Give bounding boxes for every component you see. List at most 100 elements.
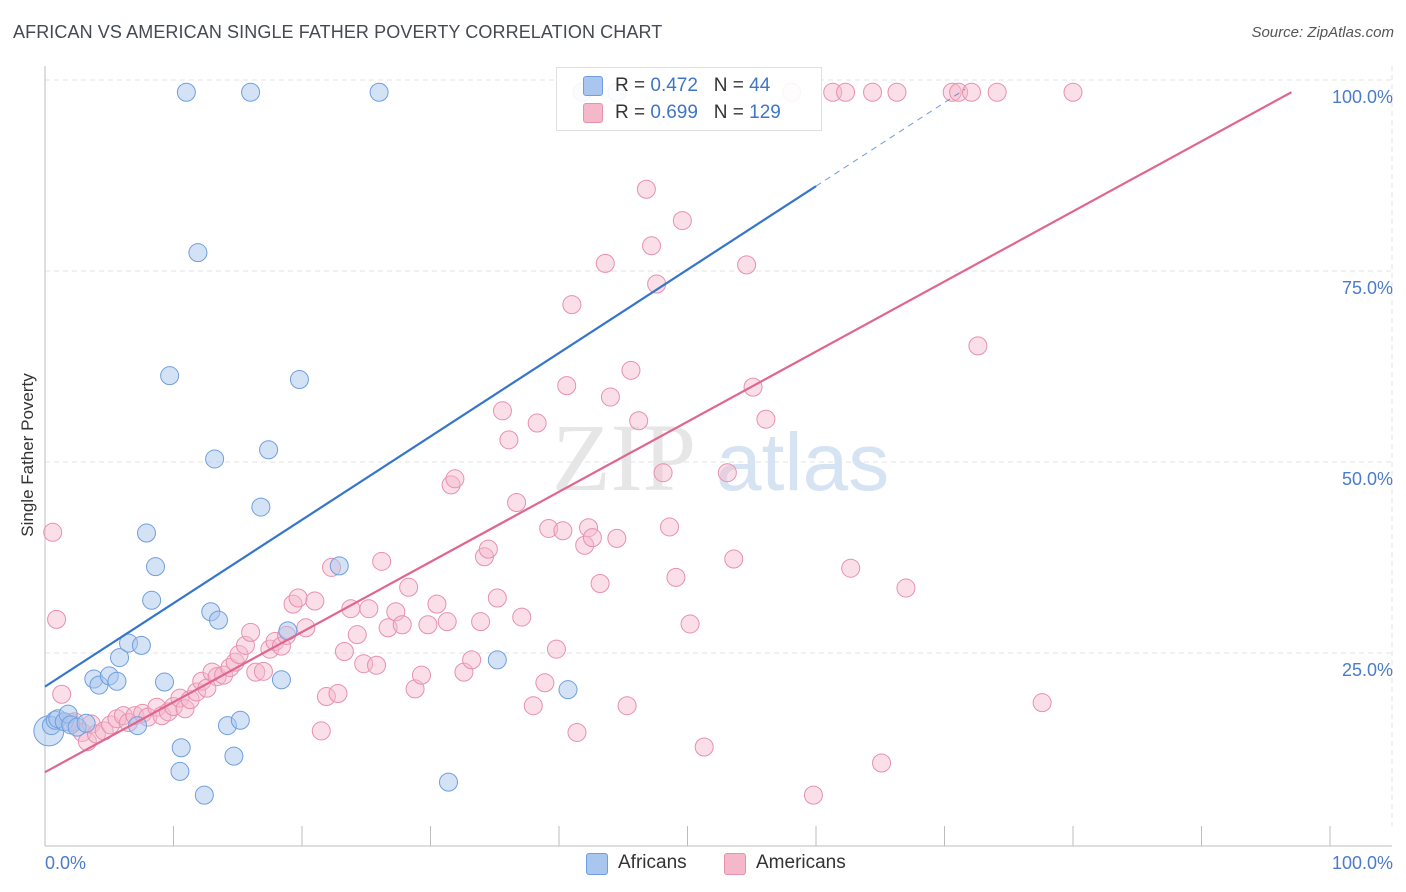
africans-point xyxy=(271,670,291,690)
grid-lines xyxy=(45,66,1393,826)
americans-point xyxy=(872,753,892,773)
tick-labels: 25.0% 50.0% 75.0% 100.0% 0.0% 100.0% xyxy=(45,87,1393,873)
americans-point xyxy=(717,463,737,483)
americans-point xyxy=(737,255,757,275)
americans-point xyxy=(478,539,498,559)
americans-point xyxy=(347,625,367,645)
americans-point xyxy=(756,409,776,429)
americans-point xyxy=(607,528,627,548)
americans-point xyxy=(968,336,988,356)
americans-r-value: 0.699 xyxy=(650,102,698,123)
americans-point xyxy=(863,82,883,102)
africans-point xyxy=(205,449,225,469)
africans-point xyxy=(146,557,166,577)
americans-point xyxy=(680,614,700,634)
americans-point xyxy=(392,615,412,635)
chart-title: AFRICAN VS AMERICAN SINGLE FATHER POVERT… xyxy=(13,22,663,42)
americans-point xyxy=(328,683,348,703)
americans-point xyxy=(961,82,981,102)
americans-point xyxy=(512,607,532,627)
americans-point xyxy=(175,699,195,719)
americans-point xyxy=(427,594,447,614)
africans-point xyxy=(110,648,130,668)
africans-point xyxy=(137,523,157,543)
americans-point xyxy=(595,253,615,273)
americans-point xyxy=(836,82,856,102)
americans-point xyxy=(987,82,1007,102)
americans-point xyxy=(666,567,686,587)
americans-point xyxy=(471,612,491,632)
americans-point xyxy=(487,588,507,608)
africans-n-value: 44 xyxy=(749,75,771,96)
americans-point xyxy=(367,655,387,675)
americans-point xyxy=(672,211,692,231)
americans-point xyxy=(283,594,303,614)
americans-n-label: N = xyxy=(713,102,750,123)
americans-point xyxy=(1063,82,1083,102)
africans-point xyxy=(208,610,228,630)
africans-legend-swatch xyxy=(586,853,608,875)
americans-point xyxy=(636,179,656,199)
americans-point xyxy=(539,518,559,538)
americans-point xyxy=(492,401,512,421)
americans-point xyxy=(562,295,582,315)
africans-trend-line xyxy=(44,185,817,688)
americans-point xyxy=(841,558,861,578)
africans-point xyxy=(155,672,175,692)
africans-point xyxy=(142,590,162,610)
americans-point xyxy=(334,641,354,661)
americans-point xyxy=(359,599,379,619)
americans-point xyxy=(660,517,680,537)
americans-trend-line xyxy=(44,91,1292,774)
americans-legend-swatch xyxy=(724,853,746,875)
africans-point xyxy=(188,243,208,263)
africans-point xyxy=(259,440,279,460)
americans-legend-label: Americans xyxy=(756,852,846,873)
africans-r-label: R = xyxy=(615,75,651,96)
americans-point xyxy=(887,82,907,102)
africans-point xyxy=(438,772,458,792)
africans-point xyxy=(230,710,250,730)
americans-point xyxy=(229,645,249,665)
americans-point xyxy=(445,469,465,489)
y-tick-label: 25.0% xyxy=(1342,660,1393,680)
americans-point xyxy=(582,528,602,548)
americans-point xyxy=(241,622,261,642)
x-tick-label: 0.0% xyxy=(45,853,86,873)
americans-point xyxy=(896,578,916,598)
americans-point xyxy=(52,684,72,704)
americans-point xyxy=(629,411,649,431)
africans-swatch xyxy=(583,76,603,96)
americans-point xyxy=(399,577,419,597)
americans-point xyxy=(942,82,962,102)
africans-point xyxy=(76,713,96,733)
africans-point xyxy=(369,82,389,102)
americans-point xyxy=(553,521,573,541)
y-tick-label: 75.0% xyxy=(1342,278,1393,298)
americans-points xyxy=(43,82,1083,805)
americans-point xyxy=(372,551,392,571)
africans-point xyxy=(170,761,190,781)
americans-point xyxy=(535,673,555,693)
africans-point xyxy=(160,366,180,386)
americans-point xyxy=(462,650,482,670)
africans-point xyxy=(224,746,244,766)
source-label: Source: ZipAtlas.com xyxy=(1251,24,1394,41)
americans-point xyxy=(617,696,637,716)
africans-point xyxy=(241,82,261,102)
africans-points xyxy=(33,82,627,805)
americans-point xyxy=(418,615,438,635)
americans-point xyxy=(621,360,641,380)
x-tick-label: 100.0% xyxy=(1332,853,1393,873)
americans-point xyxy=(454,662,474,682)
africans-point xyxy=(171,738,191,758)
africans-point xyxy=(329,556,349,576)
watermark-atlas: atlas xyxy=(716,417,889,508)
americans-point xyxy=(523,696,543,716)
americans-point xyxy=(803,785,823,805)
americans-point xyxy=(246,662,266,682)
africans-point xyxy=(487,650,507,670)
africans-point xyxy=(251,497,271,517)
trend-lines xyxy=(44,88,1292,774)
